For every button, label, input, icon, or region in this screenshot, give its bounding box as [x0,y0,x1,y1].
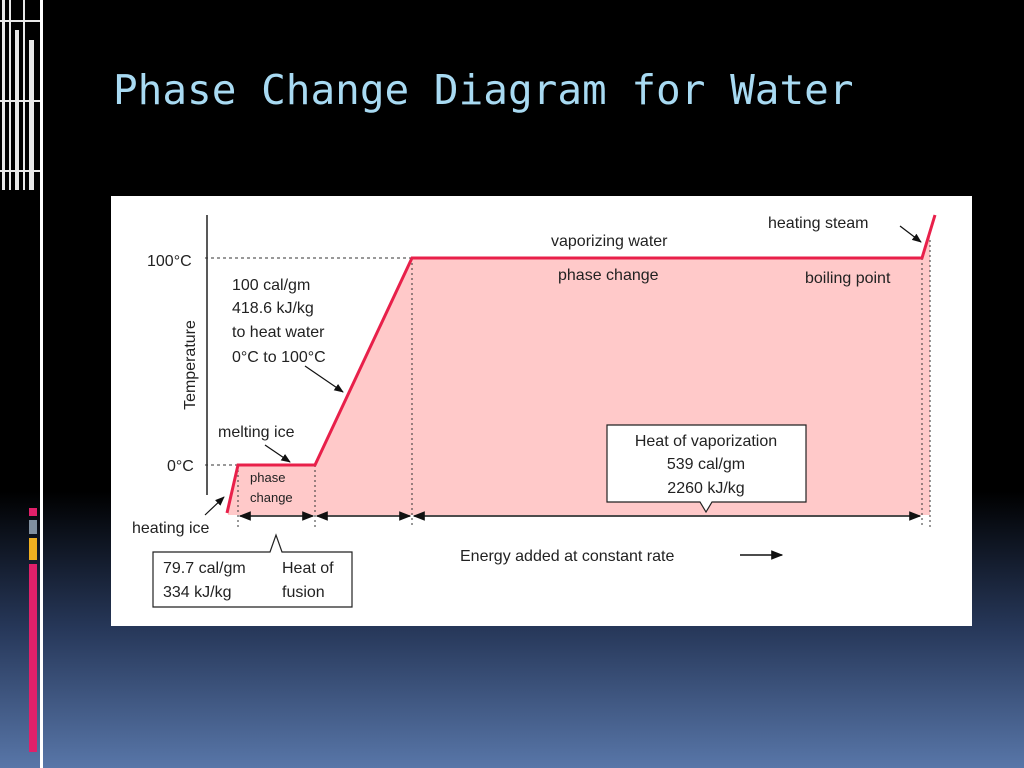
annotation: phase change [558,267,659,284]
corner-stripes [0,0,40,190]
axis-label: Temperature [182,320,199,410]
annotation: 418.6 kJ/kg [232,300,314,317]
annotation: 79.7 cal/gm [163,560,246,577]
annotation: 0°C to 100°C [232,349,326,366]
tick-label: 100°C [147,253,192,270]
divider-line [40,0,43,768]
slide-title: Phase Change Diagram for Water [113,66,854,114]
annotation: 334 kJ/kg [163,584,231,601]
annotation: Heat of vaporization [635,433,777,450]
pointer-arrows [204,225,922,516]
annotation: 539 cal/gm [667,456,745,473]
accent [29,520,37,534]
annotation: fusion [282,584,325,601]
fusion-box [152,533,353,608]
annotation: vaporizing water [551,233,668,250]
accent [29,538,37,560]
divider-lines [237,240,931,528]
heating-curve [225,214,937,514]
annotation: melting ice [218,424,295,441]
annotation: boiling point [805,270,891,287]
annotation: phase [250,470,285,485]
annotation: Heat of [282,560,334,577]
annotation: 100 cal/gm [232,277,310,294]
annotation: 2260 kJ/kg [667,480,744,497]
annotation: change [250,490,293,505]
accent [29,508,37,516]
slide-decoration [0,0,43,768]
accent [29,564,37,752]
annotation: to heat water [232,324,325,341]
vaporization-box [606,424,807,514]
annotation: Energy added at constant rate [460,548,674,565]
tick-label: 0°C [167,458,194,475]
annotation: heating ice [132,520,209,537]
annotation: heating steam [768,215,869,232]
